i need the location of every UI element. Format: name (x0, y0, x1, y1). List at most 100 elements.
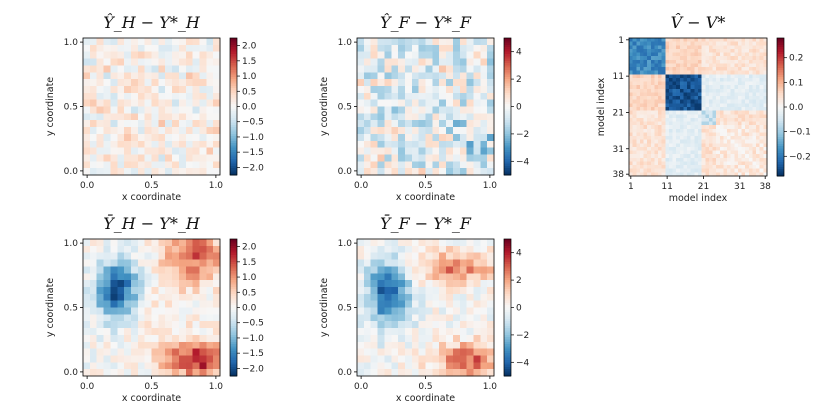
heatmap-cell (756, 77, 761, 82)
heatmap-cell (466, 38, 474, 46)
heatmap-cell (459, 259, 467, 267)
heatmap-cell (737, 67, 742, 72)
colorbar-segment (230, 296, 237, 299)
heatmap-cell (687, 150, 692, 155)
heatmap-cell (679, 121, 684, 126)
heatmap-cell (723, 45, 728, 50)
heatmap-cell (357, 245, 365, 254)
heatmap-cell (694, 85, 699, 90)
heatmap-cell (411, 334, 420, 343)
heatmap-cell (357, 252, 365, 260)
heatmap-cell (117, 259, 125, 267)
heatmap-cell (676, 128, 681, 133)
heatmap-cell (723, 136, 728, 141)
heatmap-cell (654, 48, 659, 53)
heatmap-cell (165, 300, 173, 308)
heatmap-cell (737, 77, 742, 82)
heatmap-cell (473, 286, 481, 295)
heatmap-cell (701, 143, 706, 148)
heatmap-cell (632, 107, 637, 112)
heatmap-cell (487, 341, 495, 349)
heatmap-cell (165, 99, 173, 107)
heatmap-cell (756, 161, 761, 166)
heatmap-cell (759, 52, 764, 57)
colorbar-tick-label: −0.2 (789, 152, 811, 162)
heatmap-cell (650, 110, 655, 115)
heatmap-cell (665, 117, 670, 122)
heatmap-cell (357, 362, 365, 370)
colorbar-tick-label: −2.0 (242, 364, 264, 374)
heatmap-cell (151, 38, 159, 46)
heatmap-cell (647, 52, 652, 57)
heatmap-cell (730, 63, 735, 68)
heatmap-cell (384, 113, 392, 121)
heatmap-cell (110, 79, 118, 87)
heatmap-cell (748, 74, 753, 79)
heatmap-cell (741, 88, 746, 93)
heatmap-cell (404, 113, 413, 121)
heatmap-cell (439, 362, 447, 370)
heatmap-cell (117, 369, 125, 377)
heatmap-cell (658, 63, 663, 68)
colorbar-segment (504, 321, 511, 324)
heatmap-cell (701, 110, 706, 115)
heatmap-cell (723, 132, 728, 137)
heatmap-cell (213, 133, 221, 142)
heatmap-cell (110, 355, 118, 363)
heatmap-cell (452, 140, 461, 148)
heatmap-cell (712, 161, 717, 166)
heatmap-cell (716, 110, 721, 115)
heatmap-cell (213, 369, 221, 377)
heatmap-cell (158, 266, 166, 274)
heatmap-cell (723, 88, 728, 93)
colorbar-segment (230, 60, 237, 64)
heatmap-cell (439, 106, 447, 114)
heatmap-cell (723, 172, 728, 177)
heatmap-cell (404, 293, 413, 302)
heatmap-cell (185, 369, 193, 377)
heatmap-cell (103, 239, 111, 247)
colorbar-segment (777, 173, 784, 177)
heatmap-cell (723, 59, 728, 64)
heatmap-cell (432, 161, 440, 169)
heatmap-cell (723, 107, 728, 112)
heatmap-cell (185, 328, 193, 336)
heatmap-cell (676, 67, 681, 72)
heatmap-cell (694, 110, 699, 115)
heatmap-cell (487, 51, 495, 59)
heatmap-cell (650, 38, 655, 43)
colorbar-segment (230, 106, 237, 110)
heatmap-cell (734, 139, 739, 144)
heatmap-cell (730, 114, 735, 119)
heatmap-cell (763, 110, 768, 115)
heatmap-cell (647, 165, 652, 170)
heatmap-cell (712, 146, 717, 151)
heatmap-cell (425, 65, 433, 73)
heatmap-cell (639, 121, 644, 126)
heatmap-cell (398, 113, 406, 121)
heatmap-cell (734, 70, 739, 75)
heatmap-cell (206, 72, 214, 80)
heatmap-cell (432, 72, 440, 80)
heatmap-cell (110, 286, 118, 295)
heatmap-cell (665, 81, 670, 86)
heatmap-cell (741, 110, 746, 115)
heatmap-cell (124, 113, 132, 121)
heatmap-cell (668, 121, 673, 126)
heatmap-cell (737, 136, 742, 141)
heatmap-cell (741, 92, 746, 97)
heatmap-cell (89, 79, 98, 87)
heatmap-cell (636, 172, 641, 177)
heatmap-cell (103, 133, 111, 142)
heatmap-cell (446, 133, 454, 142)
heatmap-cell (763, 59, 768, 64)
heatmap-cell (192, 341, 200, 349)
heatmap-cell (639, 59, 644, 64)
heatmap-cell (398, 348, 406, 356)
heatmap-cell (487, 38, 495, 46)
heatmap-cell (694, 168, 699, 173)
heatmap-cell (654, 161, 659, 166)
heatmap-cell (759, 139, 764, 144)
heatmap-cell (734, 172, 739, 177)
heatmap-cell (411, 161, 420, 169)
